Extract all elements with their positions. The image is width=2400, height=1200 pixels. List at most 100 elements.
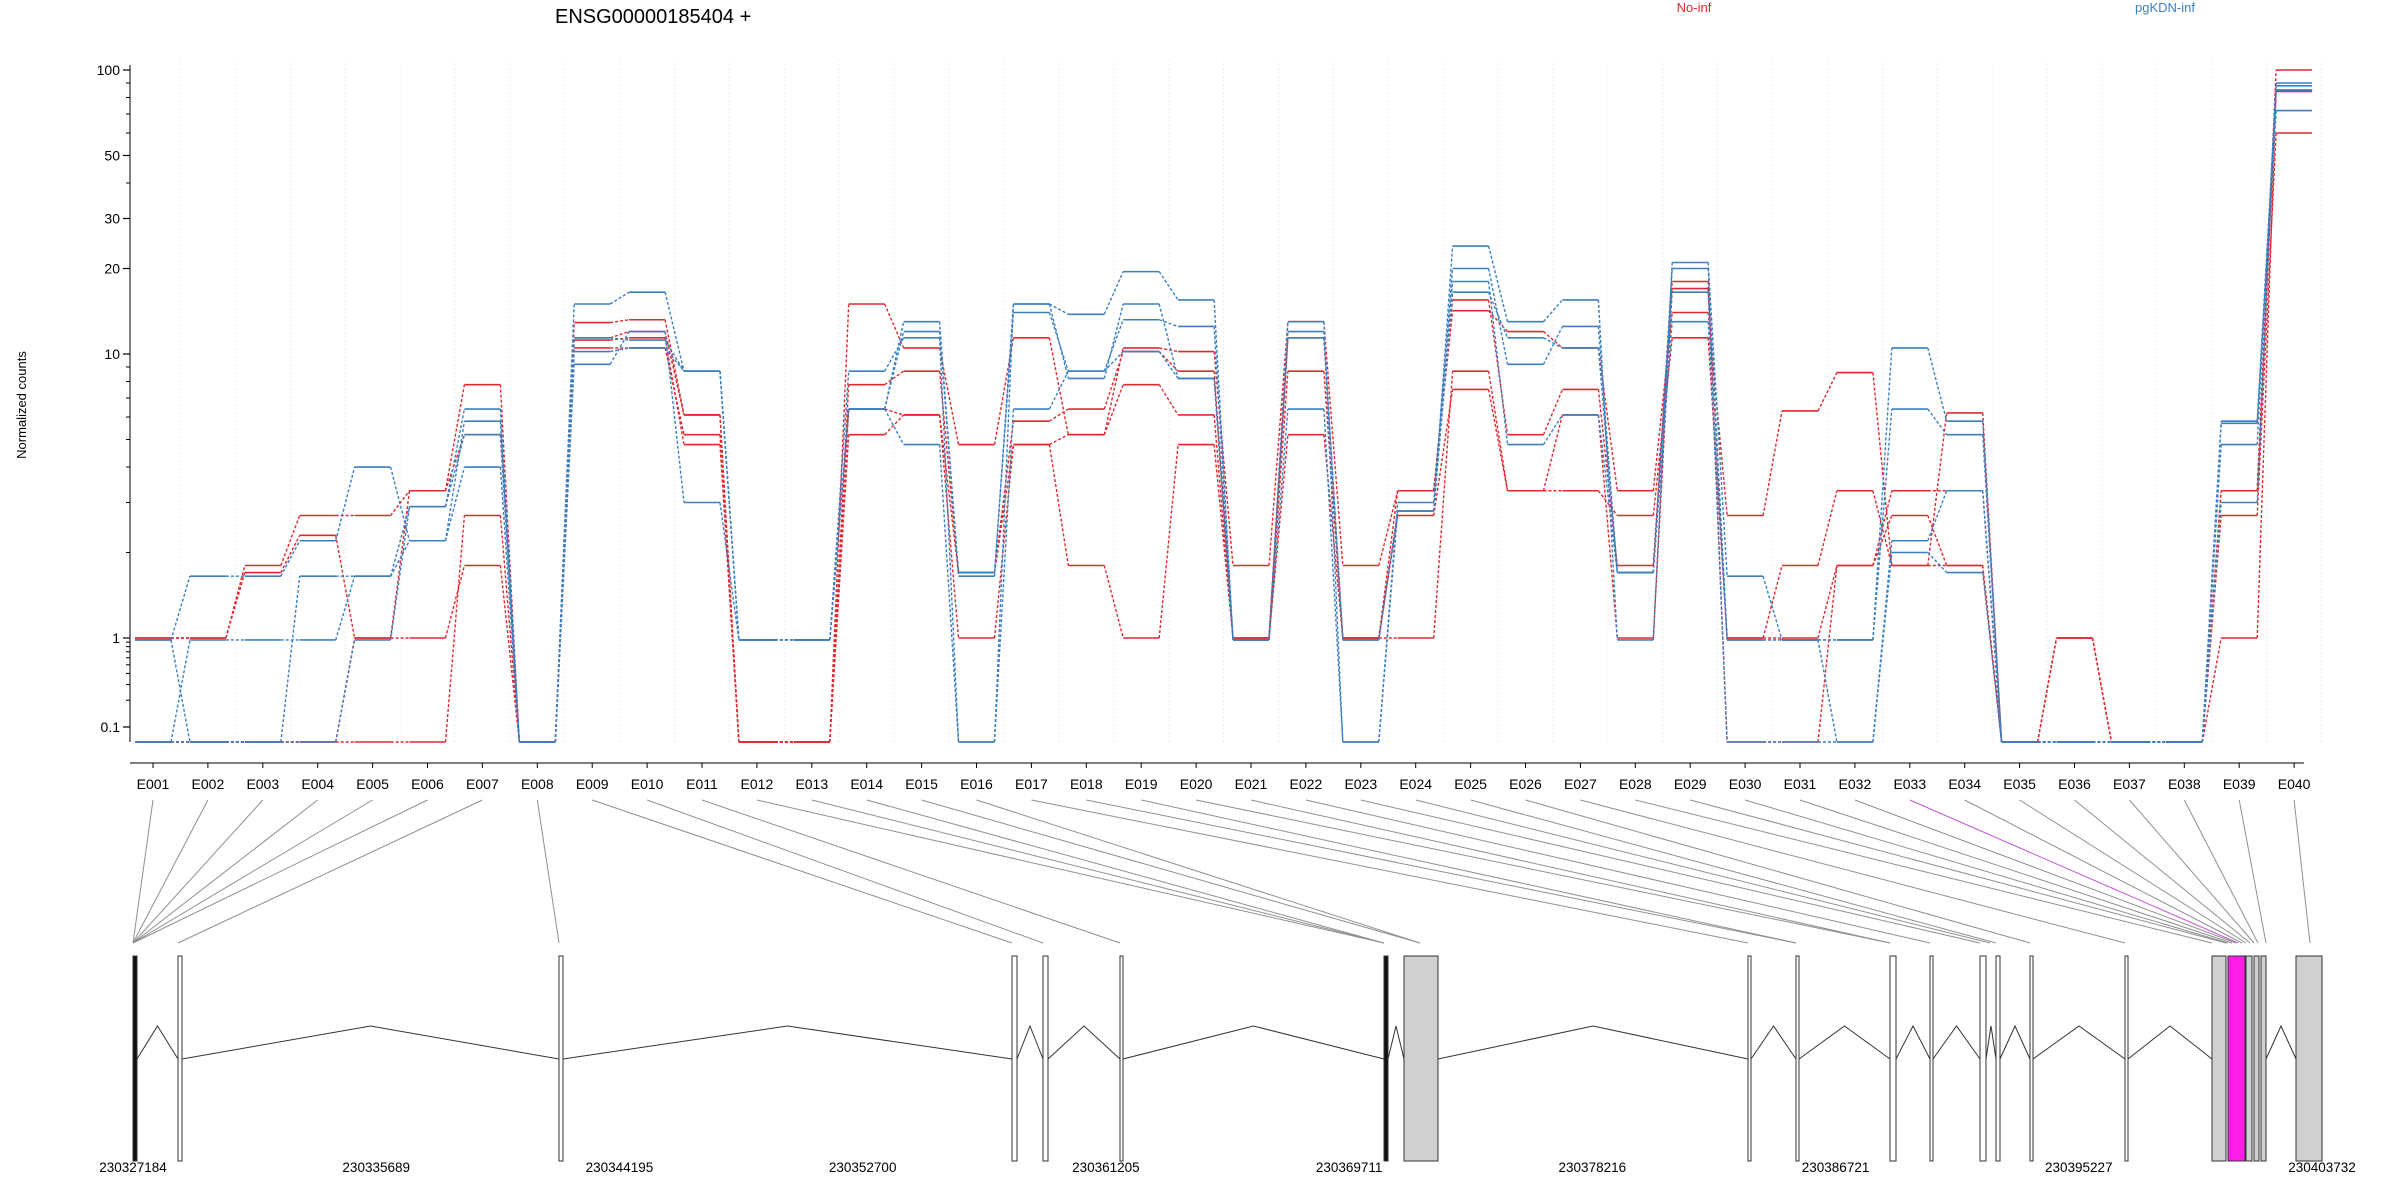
exon-connector	[499, 515, 520, 743]
x-tick-label: E004	[301, 776, 334, 792]
genomic-tick-label: 230386721	[1802, 1160, 1870, 1175]
exon-connector	[1487, 299, 1509, 435]
exon-connector	[280, 534, 301, 573]
exon-block	[1995, 955, 2001, 1162]
x-tick-label: E033	[1893, 776, 1926, 792]
exon-connector	[280, 576, 301, 743]
legend-label-no-inf: No-inf	[1677, 0, 1712, 15]
exon-connector-lines	[132, 799, 2311, 944]
exon-connector-line	[1141, 799, 1797, 944]
exon-connector	[1048, 303, 1069, 379]
x-tick-label: E023	[1344, 776, 1377, 792]
exon-connector	[1542, 414, 1564, 491]
exon-connector-line	[1470, 799, 1997, 944]
exon-connector	[335, 535, 356, 639]
exon-connector-line	[1690, 799, 2227, 944]
exon-connector-line	[1031, 799, 1749, 944]
x-tick-label: E022	[1290, 776, 1323, 792]
exon-connector	[1927, 552, 1948, 574]
exon-connector-line	[1195, 799, 1891, 944]
exon-connector	[170, 576, 191, 641]
x-tick-label: E025	[1454, 776, 1487, 792]
exon-connector	[2091, 637, 2113, 743]
x-tick-label: E012	[741, 776, 774, 792]
intron	[1016, 1024, 1044, 1060]
genomic-coordinate-axis: 230327184 230335689 230344195 230352700 2303…	[99, 1160, 2356, 1175]
exon-connector	[2256, 91, 2277, 639]
exon-connector	[1543, 330, 1563, 349]
exon-connector	[1323, 321, 1344, 743]
genomic-tick-label: 230335689	[342, 1160, 410, 1175]
exon-connector	[719, 502, 740, 641]
exon-connector	[1817, 372, 1838, 412]
intron	[1387, 1025, 1405, 1060]
exon-connector	[1487, 245, 1509, 322]
exon-connector-line	[2183, 799, 2259, 944]
exon-connector	[1872, 347, 1893, 641]
intron	[1895, 1024, 1931, 1060]
exon-block	[2260, 955, 2267, 1162]
exon-connector	[1159, 347, 1179, 353]
exon-block	[2227, 955, 2246, 1162]
exon-connector	[1597, 414, 1618, 639]
exon-connector	[1158, 444, 1179, 639]
exon-connector	[1048, 370, 1069, 410]
exon-connector	[1542, 389, 1564, 435]
exon-connector	[664, 337, 685, 445]
exon-connector-line	[2238, 799, 2267, 944]
y-tick-label: 100	[97, 62, 121, 78]
exon-connector-line	[1744, 799, 2229, 944]
exon-connector	[444, 434, 466, 507]
exon-connector	[1597, 490, 1618, 516]
x-tick-label: E036	[2058, 776, 2091, 792]
exon-connector-line	[2129, 799, 2255, 944]
exon-connector	[1487, 281, 1509, 445]
x-tick-label: E008	[521, 776, 554, 792]
exon-connector	[1213, 326, 1234, 641]
genomic-tick-label: 230361205	[1072, 1160, 1140, 1175]
exon-connector	[993, 303, 1015, 577]
x-tick-label: E037	[2113, 776, 2146, 792]
intron	[1047, 1025, 1121, 1060]
exon-connector	[1049, 408, 1069, 422]
exon-connector	[1268, 321, 1289, 566]
exon-connector	[444, 515, 466, 743]
exon-connector	[1927, 347, 1948, 422]
exon-connector	[1817, 565, 1838, 639]
exon-block	[2211, 955, 2227, 1162]
x-tick-label: E031	[1784, 776, 1817, 792]
exon-connector	[664, 292, 685, 372]
exon-connector	[280, 540, 301, 577]
exon-connector	[2201, 637, 2222, 743]
exon-connector	[1762, 410, 1783, 516]
exon-connector	[389, 540, 411, 577]
x-tick-label: E019	[1125, 776, 1158, 792]
exon-connector	[444, 384, 466, 491]
exon-connector	[938, 414, 960, 639]
exon-connector	[335, 576, 356, 641]
exon-connector	[1268, 434, 1289, 639]
genomic-tick-label: 230369711	[1316, 1160, 1383, 1175]
intron	[1999, 1024, 2031, 1060]
exon-connector-line	[1525, 799, 2031, 944]
exon-connector	[1872, 552, 1893, 743]
exon-connector	[2036, 637, 2058, 743]
exon-connector	[1103, 303, 1124, 379]
exon-connector-line	[1854, 799, 2237, 944]
intron	[136, 1025, 179, 1060]
exon-block	[1011, 955, 1018, 1162]
exon-connector	[1487, 389, 1509, 491]
exon-connector	[1487, 268, 1509, 365]
exon-connector	[938, 337, 960, 743]
exon-connector	[1707, 292, 1728, 743]
exon-connector-line	[866, 799, 1385, 944]
y-axis-label: Normalized counts	[14, 351, 29, 459]
series-lines	[135, 69, 2313, 743]
exon-connector	[554, 303, 575, 743]
exon-connector	[1158, 319, 1179, 328]
x-tick-label: E021	[1235, 776, 1268, 792]
exon-connector	[664, 331, 685, 503]
exon-connector	[1597, 326, 1618, 573]
x-tick-label: E001	[137, 776, 170, 792]
exon-block	[177, 955, 183, 1162]
